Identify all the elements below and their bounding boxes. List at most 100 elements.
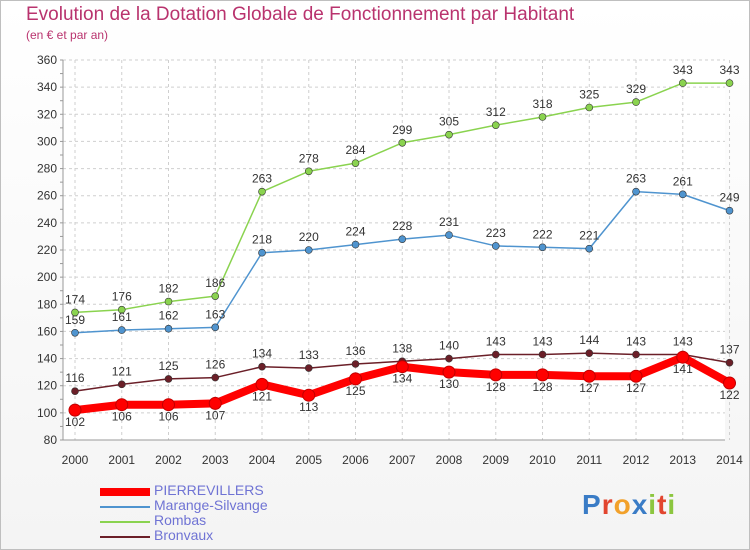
- data-label: 113: [299, 400, 318, 414]
- data-point: [491, 121, 500, 129]
- data-label: 137: [720, 343, 740, 357]
- data-point: [304, 364, 313, 372]
- y-tick-label: 340: [37, 80, 57, 94]
- data-label: 134: [392, 372, 412, 386]
- x-tick-label: 2002: [155, 453, 182, 467]
- legend-swatch: [100, 488, 150, 496]
- data-label: 106: [112, 410, 132, 424]
- data-point: [582, 369, 596, 383]
- y-tick-label: 360: [37, 53, 57, 67]
- logo-letter: x: [631, 489, 649, 520]
- data-label: 186: [205, 276, 225, 290]
- data-label: 343: [673, 63, 693, 77]
- data-label: 143: [532, 335, 552, 349]
- y-tick-label: 280: [37, 162, 57, 176]
- data-label: 140: [439, 339, 459, 353]
- data-point: [585, 103, 594, 112]
- data-point: [585, 244, 594, 253]
- data-label: 163: [205, 307, 225, 321]
- data-label: 138: [392, 341, 412, 355]
- y-tick-label: 160: [37, 324, 57, 338]
- data-label: 305: [439, 115, 459, 129]
- data-label: 133: [299, 348, 319, 362]
- logo-letter: r: [601, 489, 614, 520]
- y-tick-label: 320: [37, 107, 57, 121]
- data-label: 162: [158, 309, 178, 323]
- data-point: [71, 387, 79, 395]
- data-label: 144: [579, 333, 599, 347]
- y-tick-label: 300: [37, 134, 57, 148]
- data-point: [445, 231, 453, 239]
- data-point: [491, 242, 500, 250]
- data-label: 231: [439, 215, 459, 229]
- data-label: 116: [65, 371, 84, 385]
- data-label: 176: [112, 290, 132, 304]
- legend-item: PIERREVILLERS: [100, 482, 360, 500]
- x-tick-label: 2010: [529, 453, 556, 467]
- x-tick-label: 2005: [295, 453, 322, 467]
- data-point: [398, 235, 407, 243]
- data-point: [115, 398, 129, 412]
- data-label: 228: [392, 219, 412, 233]
- y-tick-label: 240: [37, 216, 57, 230]
- legend-swatch: [100, 506, 150, 508]
- data-point: [536, 368, 550, 382]
- data-point: [211, 292, 220, 300]
- data-point: [211, 323, 220, 332]
- data-label: 261: [673, 174, 693, 188]
- data-point: [71, 328, 79, 337]
- data-point: [445, 354, 453, 363]
- data-point: [117, 380, 126, 389]
- data-label-layer: 174 176 182 186 263 278 284 299 305 312 318 325 329 3…: [65, 63, 740, 429]
- y-tick-label: 120: [37, 379, 57, 393]
- logo-letter: t: [657, 489, 668, 520]
- data-point: [349, 372, 363, 386]
- data-point: [258, 248, 266, 257]
- x-tick-label: 2014: [716, 453, 743, 467]
- data-point: [632, 98, 640, 106]
- x-tick-label: 2004: [249, 453, 276, 467]
- data-point: [632, 350, 640, 359]
- data-point: [304, 167, 313, 176]
- data-point: [678, 79, 687, 87]
- data-point: [395, 360, 409, 374]
- series-layer: [68, 79, 737, 417]
- data-point: [164, 324, 173, 333]
- legend-item: Bronvaux: [100, 527, 360, 545]
- y-tick-label: 220: [37, 243, 57, 257]
- data-label: 223: [486, 226, 506, 240]
- x-tick-label: 2013: [669, 453, 696, 467]
- data-point: [489, 368, 503, 382]
- data-point: [255, 377, 269, 391]
- data-label: 263: [252, 172, 272, 186]
- x-tick-label: 2006: [342, 453, 369, 467]
- data-point: [351, 240, 360, 249]
- data-label: 318: [532, 97, 552, 111]
- logo-letter: i: [648, 489, 658, 520]
- x-tick-label: 2008: [436, 453, 463, 467]
- data-label: 143: [673, 335, 693, 349]
- chart-title: Evolution de la Dotation Globale de Fonc…: [26, 4, 575, 25]
- legend-swatch: [100, 536, 150, 538]
- data-point: [585, 349, 594, 357]
- legend-label: Marange-Silvange: [154, 497, 268, 513]
- chart-subtitle: (en € et par an): [26, 28, 109, 42]
- data-point: [258, 362, 266, 371]
- legend-item: Marange-Silvange: [100, 497, 360, 515]
- legend-label: Bronvaux: [154, 527, 214, 543]
- data-label: 218: [252, 233, 272, 247]
- data-point: [538, 350, 547, 359]
- data-point: [445, 130, 453, 139]
- data-label: 284: [345, 143, 365, 157]
- data-label: 174: [65, 292, 85, 306]
- data-point: [723, 376, 737, 390]
- data-point: [351, 360, 360, 368]
- data-label: 143: [626, 335, 646, 349]
- data-label: 143: [486, 335, 506, 349]
- legend-label: PIERREVILLERS: [154, 482, 264, 498]
- data-label: 263: [626, 172, 646, 186]
- data-label: 220: [299, 230, 319, 244]
- data-point: [632, 187, 640, 196]
- data-label: 343: [720, 63, 740, 77]
- data-point: [304, 246, 313, 254]
